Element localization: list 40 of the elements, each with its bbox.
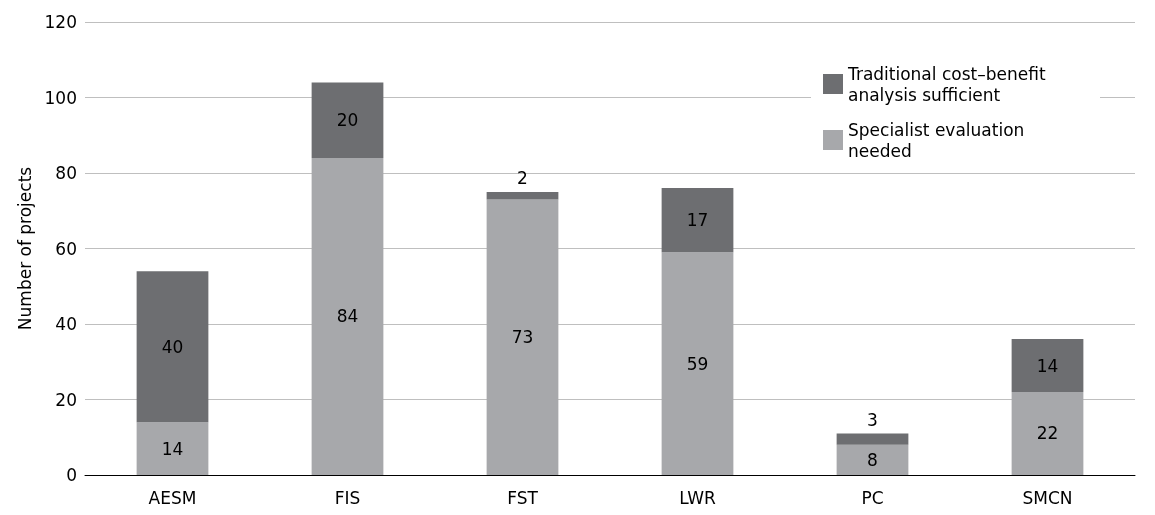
bar xyxy=(836,444,909,475)
data-label: 20 xyxy=(336,110,359,131)
bar xyxy=(311,82,384,158)
bar xyxy=(1011,339,1084,392)
x-tick-label: AESM xyxy=(148,487,197,508)
y-tick-label: 60 xyxy=(55,238,77,259)
y-tick-label: 0 xyxy=(66,465,77,485)
bar xyxy=(136,422,209,475)
data-label: 14 xyxy=(1036,355,1059,376)
x-tick-label: PC xyxy=(861,487,884,508)
y-tick-label: 80 xyxy=(55,163,77,183)
bar xyxy=(311,157,384,475)
bar xyxy=(136,271,209,423)
legend-label: Specialist evaluation needed xyxy=(848,119,1030,161)
bar xyxy=(661,188,734,253)
bar xyxy=(1011,391,1084,475)
bar xyxy=(661,252,734,475)
x-tick-label: LWR xyxy=(679,487,716,508)
data-label: 40 xyxy=(161,336,184,357)
bar xyxy=(486,191,559,200)
y-tick-label: 40 xyxy=(55,314,77,334)
data-label: 2 xyxy=(517,168,528,189)
data-label: 3 xyxy=(867,409,878,430)
y-axis-title: Number of projects xyxy=(14,166,35,331)
data-label: 59 xyxy=(686,353,709,374)
data-label: 14 xyxy=(161,438,184,459)
data-label: 73 xyxy=(511,327,534,348)
x-tick-label: FST xyxy=(507,487,539,508)
data-label: 84 xyxy=(336,306,359,327)
y-tick-label: 120 xyxy=(44,12,77,32)
y-tick-label: 20 xyxy=(55,389,77,410)
y-tick-label: 100 xyxy=(44,87,77,108)
bar xyxy=(486,199,559,475)
x-tick-label: FIS xyxy=(334,487,361,508)
x-tick-label: SMCN xyxy=(1022,487,1073,508)
data-label: 22 xyxy=(1036,423,1059,444)
data-label: 8 xyxy=(867,449,878,470)
data-label: 17 xyxy=(686,210,709,231)
bar xyxy=(836,433,909,445)
legend-label: Traditional cost–benefit analysis sufficient xyxy=(847,63,1051,105)
